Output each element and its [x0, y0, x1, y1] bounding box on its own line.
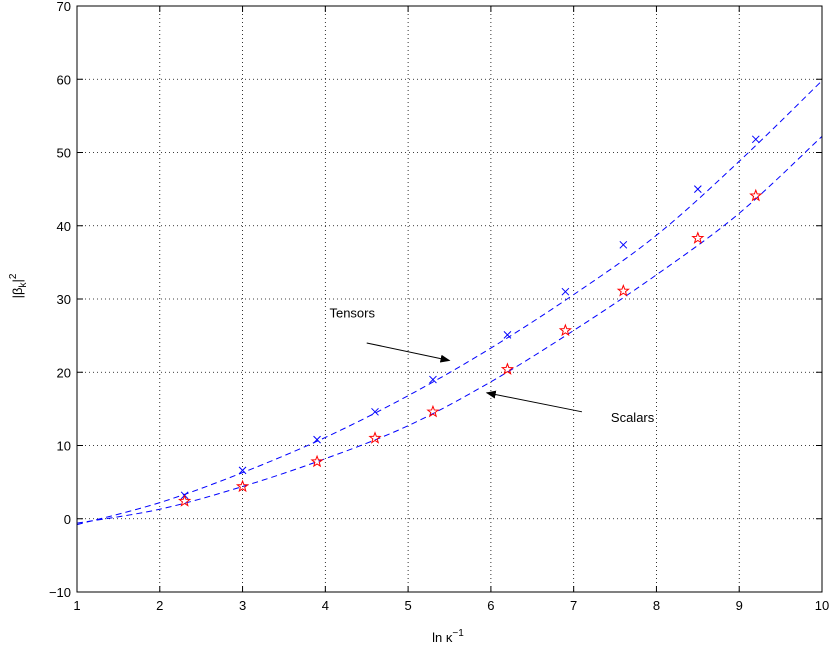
- scalars-point: [558, 323, 572, 337]
- y-tick-label: 40: [57, 219, 71, 234]
- scalars-point: [691, 231, 705, 244]
- x-tick-label: 1: [73, 598, 80, 613]
- scalars-point: [426, 404, 440, 418]
- x-tick-label: 2: [156, 598, 163, 613]
- annotation-arrow-tensors: [366, 342, 451, 363]
- y-axis-label-sub: k: [18, 282, 29, 288]
- y-tick-label: −10: [49, 585, 71, 600]
- x-tick-label: 9: [736, 598, 743, 613]
- x-tick-label: 3: [239, 598, 246, 613]
- scalars-point: [178, 494, 192, 507]
- x-axis-label: ln κ−1: [432, 628, 464, 645]
- x-tick-label: 8: [653, 598, 660, 613]
- annotation-arrow-scalars: [485, 390, 583, 413]
- x-tick-label: 10: [815, 598, 829, 613]
- y-tick-label: 70: [57, 0, 71, 14]
- fit-curve-2: [76, 136, 823, 524]
- scalars-point: [749, 188, 763, 202]
- y-tick-label: 50: [57, 146, 71, 161]
- tensors-point: [313, 435, 321, 444]
- y-axis-label: |βk|2: [8, 273, 29, 298]
- tensors-point: [429, 375, 437, 384]
- scalars-point: [500, 362, 515, 375]
- tensors-point: [503, 331, 512, 339]
- x-tick-label: 6: [487, 598, 494, 613]
- annotation-tensors: Tensors: [329, 305, 375, 320]
- y-tick-label: 10: [57, 439, 71, 454]
- y-tick-label: 60: [57, 72, 71, 87]
- tensors-point: [693, 185, 702, 193]
- tensors-point: [751, 135, 760, 144]
- y-axis-label-bar: |: [10, 279, 25, 282]
- annotation-scalars: Scalars: [611, 410, 655, 425]
- y-tick-label: 20: [57, 365, 71, 380]
- tensors-point: [561, 287, 570, 296]
- tensors-point: [238, 466, 247, 475]
- scalars-point: [616, 284, 630, 297]
- scalars-point: [235, 479, 250, 493]
- tensors-point: [619, 240, 628, 249]
- y-tick-label: 30: [57, 292, 71, 307]
- y-axis-label-sup: 2: [8, 273, 19, 279]
- fit-curves: [76, 80, 823, 526]
- tensors-point: [371, 407, 379, 416]
- x-axis-label-sup: −1: [452, 628, 464, 639]
- axis-ticks: 1 2 3 4 5 6 7 8 9 10 −10 0 10 20 30 40 50 60 70: [49, 0, 829, 613]
- x-tick-label: 4: [322, 598, 329, 613]
- y-tick-label: 0: [64, 512, 71, 527]
- grid: [77, 6, 822, 592]
- x-tick-label: 5: [404, 598, 411, 613]
- annotations: Tensors Scalars: [329, 305, 654, 425]
- fit-curve-1: [76, 80, 823, 526]
- scalars-point: [368, 431, 382, 444]
- x-tick-label: 7: [570, 598, 577, 613]
- data-markers: [178, 135, 763, 507]
- scalars-point: [310, 454, 324, 468]
